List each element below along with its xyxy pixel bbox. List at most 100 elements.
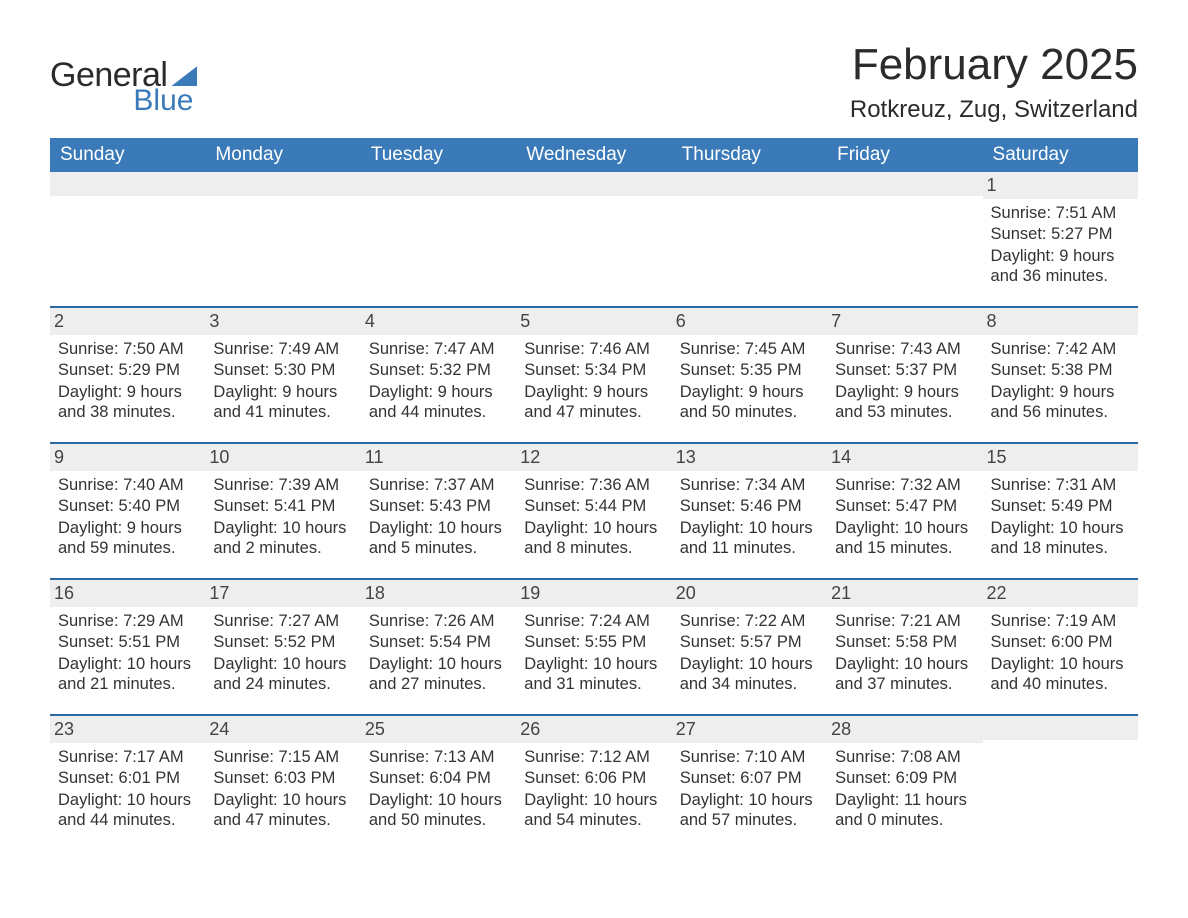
daylight-line: Daylight: 10 hours and 27 minutes. (369, 654, 508, 695)
daylight-line: Daylight: 10 hours and 8 minutes. (524, 518, 663, 559)
day-number: 5 (516, 308, 671, 335)
day-number: 15 (983, 444, 1138, 471)
day-info: Sunrise: 7:46 AMSunset: 5:34 PMDaylight:… (524, 339, 663, 424)
calendar-cell: 24Sunrise: 7:15 AMSunset: 6:03 PMDayligh… (205, 715, 360, 850)
daylight-line: Daylight: 10 hours and 31 minutes. (524, 654, 663, 695)
day-info: Sunrise: 7:42 AMSunset: 5:38 PMDaylight:… (991, 339, 1130, 424)
sunrise-line: Sunrise: 7:34 AM (680, 475, 819, 496)
calendar-cell: 16Sunrise: 7:29 AMSunset: 5:51 PMDayligh… (50, 579, 205, 715)
daylight-line: Daylight: 10 hours and 24 minutes. (213, 654, 352, 695)
sunset-line: Sunset: 5:49 PM (991, 496, 1130, 517)
calendar-cell: 13Sunrise: 7:34 AMSunset: 5:46 PMDayligh… (672, 443, 827, 579)
day-info: Sunrise: 7:22 AMSunset: 5:57 PMDaylight:… (680, 611, 819, 696)
calendar-cell (516, 172, 671, 307)
sunrise-line: Sunrise: 7:12 AM (524, 747, 663, 768)
calendar-cell: 22Sunrise: 7:19 AMSunset: 6:00 PMDayligh… (983, 579, 1138, 715)
calendar-cell: 11Sunrise: 7:37 AMSunset: 5:43 PMDayligh… (361, 443, 516, 579)
sunrise-line: Sunrise: 7:26 AM (369, 611, 508, 632)
day-info: Sunrise: 7:08 AMSunset: 6:09 PMDaylight:… (835, 747, 974, 832)
day-number: 26 (516, 716, 671, 743)
sunrise-line: Sunrise: 7:46 AM (524, 339, 663, 360)
day-number (205, 172, 360, 196)
day-number (361, 172, 516, 196)
day-info: Sunrise: 7:50 AMSunset: 5:29 PMDaylight:… (58, 339, 197, 424)
day-info: Sunrise: 7:45 AMSunset: 5:35 PMDaylight:… (680, 339, 819, 424)
calendar-cell: 3Sunrise: 7:49 AMSunset: 5:30 PMDaylight… (205, 307, 360, 443)
sunrise-line: Sunrise: 7:13 AM (369, 747, 508, 768)
location-subtitle: Rotkreuz, Zug, Switzerland (50, 96, 1138, 124)
daylight-line: Daylight: 9 hours and 44 minutes. (369, 382, 508, 423)
sunrise-line: Sunrise: 7:24 AM (524, 611, 663, 632)
day-number: 14 (827, 444, 982, 471)
sunrise-line: Sunrise: 7:42 AM (991, 339, 1130, 360)
day-header: Sunday (50, 138, 205, 172)
sunrise-line: Sunrise: 7:45 AM (680, 339, 819, 360)
day-number: 8 (983, 308, 1138, 335)
day-number: 3 (205, 308, 360, 335)
calendar-week: 2Sunrise: 7:50 AMSunset: 5:29 PMDaylight… (50, 307, 1138, 443)
sunset-line: Sunset: 5:37 PM (835, 360, 974, 381)
daylight-line: Daylight: 10 hours and 37 minutes. (835, 654, 974, 695)
sunrise-line: Sunrise: 7:10 AM (680, 747, 819, 768)
sunset-line: Sunset: 5:47 PM (835, 496, 974, 517)
brand-logo: General Blue (50, 58, 197, 116)
sunset-line: Sunset: 6:07 PM (680, 768, 819, 789)
calendar-cell: 7 Sunrise: 7:43 AMSunset: 5:37 PMDaylight… (827, 307, 982, 443)
calendar-cell: 12Sunrise: 7:36 AMSunset: 5:44 PMDayligh… (516, 443, 671, 579)
daylight-line: Daylight: 9 hours and 53 minutes. (835, 382, 974, 423)
day-number (827, 172, 982, 196)
day-info: Sunrise: 7:34 AMSunset: 5:46 PMDaylight:… (680, 475, 819, 560)
sunrise-line: Sunrise: 7:50 AM (58, 339, 197, 360)
sunset-line: Sunset: 5:46 PM (680, 496, 819, 517)
day-header: Monday (205, 138, 360, 172)
calendar-cell: 14 Sunrise: 7:32 AMSunset: 5:47 PMDayligh… (827, 443, 982, 579)
daylight-line: Daylight: 10 hours and 54 minutes. (524, 790, 663, 831)
daylight-line: Daylight: 10 hours and 57 minutes. (680, 790, 819, 831)
day-header: Wednesday (516, 138, 671, 172)
calendar-cell (361, 172, 516, 307)
sunset-line: Sunset: 6:09 PM (835, 768, 974, 789)
month-title: February 2025 (50, 40, 1138, 90)
day-info: Sunrise: 7:47 AMSunset: 5:32 PMDaylight:… (369, 339, 508, 424)
sunset-line: Sunset: 5:57 PM (680, 632, 819, 653)
sunrise-line: Sunrise: 7:36 AM (524, 475, 663, 496)
daylight-line: Daylight: 10 hours and 5 minutes. (369, 518, 508, 559)
daylight-line: Daylight: 9 hours and 50 minutes. (680, 382, 819, 423)
sunrise-line: Sunrise: 7:39 AM (213, 475, 352, 496)
calendar-cell: 28 Sunrise: 7:08 AMSunset: 6:09 PMDayligh… (827, 715, 982, 850)
day-number: 27 (672, 716, 827, 743)
calendar-cell (983, 715, 1138, 850)
calendar-cell: 5 Sunrise: 7:46 AMSunset: 5:34 PMDaylight… (516, 307, 671, 443)
day-info: Sunrise: 7:32 AMSunset: 5:47 PMDaylight:… (835, 475, 974, 560)
brand-flag-icon (171, 66, 197, 86)
calendar-header-row: SundayMondayTuesdayWednesdayThursdayFrid… (50, 138, 1138, 172)
sunset-line: Sunset: 6:00 PM (991, 632, 1130, 653)
daylight-line: Daylight: 9 hours and 36 minutes. (991, 246, 1130, 287)
day-number (50, 172, 205, 196)
day-number: 28 (827, 716, 982, 743)
day-info: Sunrise: 7:10 AMSunset: 6:07 PMDaylight:… (680, 747, 819, 832)
day-info: Sunrise: 7:36 AMSunset: 5:44 PMDaylight:… (524, 475, 663, 560)
calendar-cell (672, 172, 827, 307)
daylight-line: Daylight: 10 hours and 44 minutes. (58, 790, 197, 831)
day-number: 16 (50, 580, 205, 607)
day-info: Sunrise: 7:40 AMSunset: 5:40 PMDaylight:… (58, 475, 197, 560)
sunset-line: Sunset: 5:54 PM (369, 632, 508, 653)
day-number: 7 (827, 308, 982, 335)
day-number: 22 (983, 580, 1138, 607)
sunrise-line: Sunrise: 7:17 AM (58, 747, 197, 768)
day-number: 10 (205, 444, 360, 471)
sunset-line: Sunset: 5:44 PM (524, 496, 663, 517)
day-info: Sunrise: 7:43 AMSunset: 5:37 PMDaylight:… (835, 339, 974, 424)
day-info: Sunrise: 7:51 AMSunset: 5:27 PMDaylight:… (991, 203, 1130, 288)
day-number: 11 (361, 444, 516, 471)
daylight-line: Daylight: 10 hours and 21 minutes. (58, 654, 197, 695)
day-info: Sunrise: 7:13 AMSunset: 6:04 PMDaylight:… (369, 747, 508, 832)
sunset-line: Sunset: 5:40 PM (58, 496, 197, 517)
day-info: Sunrise: 7:24 AMSunset: 5:55 PMDaylight:… (524, 611, 663, 696)
calendar-cell: 10Sunrise: 7:39 AMSunset: 5:41 PMDayligh… (205, 443, 360, 579)
sunrise-line: Sunrise: 7:43 AM (835, 339, 974, 360)
day-number: 20 (672, 580, 827, 607)
sunrise-line: Sunrise: 7:21 AM (835, 611, 974, 632)
day-header: Friday (827, 138, 982, 172)
